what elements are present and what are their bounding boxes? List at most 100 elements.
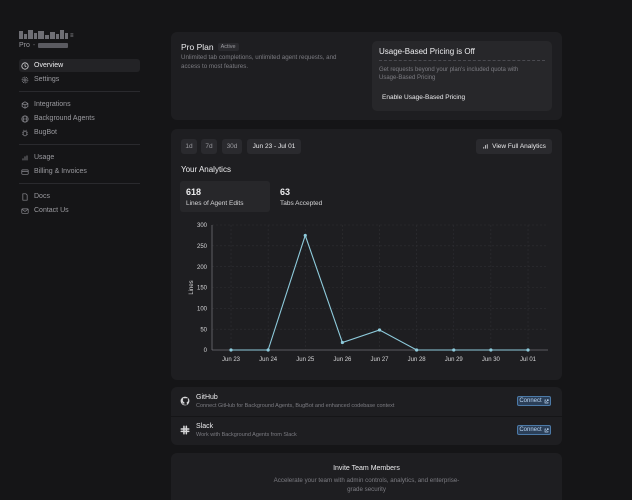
y-tick-label: 250 xyxy=(197,244,208,250)
connect-label: Connect xyxy=(519,398,542,404)
plan-header: Pro Plan Active xyxy=(181,42,239,52)
y-tick-label: 300 xyxy=(197,223,208,229)
analytics-card: 1d 7d 30d Jun 23 - Jul 01 View Full Anal… xyxy=(171,129,562,380)
status-badge: Active xyxy=(217,43,239,51)
y-tick-label: 100 xyxy=(197,307,208,313)
bar-chart-icon xyxy=(483,144,488,149)
gear-icon xyxy=(21,76,29,83)
stat-label: Lines of Agent Edits xyxy=(186,200,244,207)
x-tick-label: Jun 29 xyxy=(445,357,464,363)
integration-description: Connect GitHub for Background Agents, Bu… xyxy=(196,403,395,409)
invite-card: Invite Team Members Accelerate your team… xyxy=(171,453,562,500)
data-point xyxy=(377,328,382,332)
data-point xyxy=(489,348,493,352)
y-tick-label: 0 xyxy=(204,348,208,354)
slack-icon xyxy=(180,425,190,435)
plan-card: Pro Plan Active Unlimited tab completion… xyxy=(171,32,562,120)
github-connect-button[interactable]: Connect xyxy=(517,396,551,406)
external-link-icon xyxy=(544,398,549,403)
sidebar-item-background-agents[interactable]: Background Agents xyxy=(19,112,140,125)
y-tick-label: 50 xyxy=(200,327,207,333)
cube-icon xyxy=(21,100,29,109)
sidebar-item-label: Integrations xyxy=(34,101,71,108)
credit-card-icon xyxy=(21,168,29,175)
y-axis-label: Lines xyxy=(189,280,195,294)
data-point xyxy=(452,348,456,352)
sidebar-item-label: Background Agents xyxy=(34,115,95,122)
stat-value: 618 xyxy=(186,187,202,197)
x-tick-label: Jun 23 xyxy=(222,357,241,363)
account-plan-label: Pro xyxy=(19,42,30,49)
connect-label: Connect xyxy=(519,427,542,433)
invite-description-line2: grade security xyxy=(347,486,386,493)
mail-icon xyxy=(21,207,29,214)
data-point xyxy=(229,348,233,352)
sidebar-divider xyxy=(19,183,140,184)
sidebar-item-label: BugBot xyxy=(34,129,57,136)
plan-description: Unlimited tab completions, unlimited age… xyxy=(181,54,337,70)
usage-pricing-title: Usage-Based Pricing is Off xyxy=(379,47,475,56)
sidebar-item-label: Usage xyxy=(34,154,55,161)
external-link-icon xyxy=(544,427,549,432)
globe-icon xyxy=(21,114,29,123)
sidebar-item-integrations[interactable]: Integrations xyxy=(19,98,140,111)
clock-icon xyxy=(21,61,29,70)
obscured-account-name xyxy=(19,30,68,39)
github-icon xyxy=(180,396,190,406)
date-range-picker[interactable]: Jun 23 - Jul 01 xyxy=(247,139,301,154)
view-full-analytics-label: View Full Analytics xyxy=(492,143,546,150)
sidebar-item-label: Billing & Invoices xyxy=(34,168,87,175)
sidebar-item-label: Settings xyxy=(34,76,60,83)
view-full-analytics-button[interactable]: View Full Analytics xyxy=(476,139,552,154)
data-point xyxy=(303,233,307,238)
lines-chart: 0 50 100 150 200 250 300 Jun 23 Jun 24 Jun 25 Jun … xyxy=(189,223,548,363)
series-line xyxy=(231,233,528,351)
slack-connect-button[interactable]: Connect xyxy=(517,425,551,435)
sidebar-item-billing[interactable]: Billing & Invoices xyxy=(19,165,140,178)
sidebar-divider xyxy=(19,144,140,145)
document-icon xyxy=(22,192,28,201)
range-7d-button[interactable]: 7d xyxy=(201,139,217,154)
dashed-divider xyxy=(379,60,545,61)
y-tick-label: 200 xyxy=(197,265,208,271)
sidebar-item-bugbot[interactable]: BugBot xyxy=(19,126,140,139)
sidebar-item-settings[interactable]: Settings xyxy=(19,73,140,86)
x-tick-label: Jun 28 xyxy=(408,357,427,363)
x-tick-label: Jun 24 xyxy=(259,357,278,363)
sidebar-item-docs[interactable]: Docs xyxy=(19,190,140,203)
integration-name: Slack xyxy=(196,423,214,430)
sidebar-item-contact-us[interactable]: Contact Us xyxy=(19,204,140,217)
x-tick-label: Jun 25 xyxy=(296,357,315,363)
x-tick-label: Jun 30 xyxy=(482,357,501,363)
account-logo: ≡ xyxy=(19,30,74,39)
sidebar-item-usage[interactable]: Usage xyxy=(19,151,140,164)
sidebar-item-label: Overview xyxy=(34,62,64,69)
range-1d-button[interactable]: 1d xyxy=(181,139,197,154)
stat-label: Tabs Accepted xyxy=(280,200,323,207)
sidebar-item-overview[interactable]: Overview xyxy=(19,59,140,72)
data-point xyxy=(266,348,270,352)
data-point xyxy=(526,348,530,352)
data-point xyxy=(415,348,419,352)
x-tick-label: Jun 26 xyxy=(333,357,352,363)
integration-description: Work with Background Agents from Slack xyxy=(196,432,297,438)
account-suffix-mark: ≡ xyxy=(70,33,74,39)
range-30d-button[interactable]: 30d xyxy=(222,139,242,154)
invite-description-line1: Accelerate your team with admin controls… xyxy=(273,477,460,484)
sidebar-item-label: Docs xyxy=(34,193,50,200)
stat-tabs-accepted[interactable]: 63 Tabs Accepted xyxy=(274,181,364,212)
analytics-title: Your Analytics xyxy=(181,165,231,174)
x-tick-label: Jul 01 xyxy=(520,357,537,363)
sidebar-divider xyxy=(19,91,140,92)
obscured-email xyxy=(38,43,69,48)
plan-title: Pro Plan xyxy=(181,42,214,52)
bug-icon xyxy=(22,129,28,136)
integrations-card: GitHub Connect GitHub for Background Age… xyxy=(171,387,562,445)
stat-agent-edits[interactable]: 618 Lines of Agent Edits xyxy=(180,181,270,212)
enable-usage-pricing-button[interactable]: Enable Usage-Based Pricing xyxy=(382,94,466,101)
integrations-divider xyxy=(171,416,562,417)
usage-pricing-panel: Usage-Based Pricing is Off Get requests … xyxy=(372,41,552,111)
usage-pricing-description: Get requests beyond your plan's included… xyxy=(379,67,519,81)
stat-value: 63 xyxy=(280,187,291,197)
sidebar: ≡ Pro - Overview Settings Integrations B… xyxy=(0,0,150,500)
